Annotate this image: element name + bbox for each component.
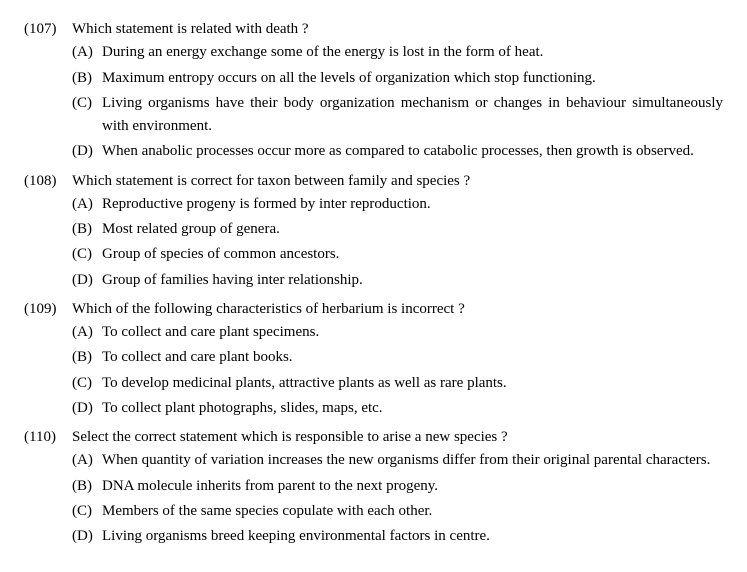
question-107: (107) Which statement is related with de…	[24, 18, 723, 164]
option-label: (C)	[72, 92, 102, 115]
question-row: (109) Which of the following characteris…	[24, 298, 723, 321]
option-text: During an energy exchange some of the en…	[102, 41, 723, 64]
question-number: (108)	[24, 170, 72, 193]
option-c: (C) Members of the same species copulate…	[72, 500, 723, 523]
option-label: (B)	[72, 218, 102, 241]
option-text: To collect and care plant books.	[102, 346, 723, 369]
option-text: Living organisms have their body organiz…	[102, 92, 723, 139]
question-stem: Which statement is related with death ?	[72, 18, 723, 41]
option-c: (C) To develop medicinal plants, attract…	[72, 372, 723, 395]
option-b: (B) To collect and care plant books.	[72, 346, 723, 369]
option-label: (C)	[72, 372, 102, 395]
question-row: (108) Which statement is correct for tax…	[24, 170, 723, 193]
option-label: (D)	[72, 397, 102, 420]
question-stem: Select the correct statement which is re…	[72, 426, 723, 449]
question-110: (110) Select the correct statement which…	[24, 426, 723, 548]
option-a: (A) During an energy exchange some of th…	[72, 41, 723, 64]
option-text: To collect and care plant specimens.	[102, 321, 723, 344]
option-label: (A)	[72, 321, 102, 344]
option-label: (A)	[72, 41, 102, 64]
option-label: (B)	[72, 475, 102, 498]
options-list: (A) During an energy exchange some of th…	[24, 41, 723, 163]
option-c: (C) Living organisms have their body org…	[72, 92, 723, 139]
option-label: (C)	[72, 500, 102, 523]
option-text: Group of families having inter relations…	[102, 269, 723, 292]
option-text: Living organisms breed keeping environme…	[102, 525, 723, 548]
option-label: (D)	[72, 269, 102, 292]
question-number: (109)	[24, 298, 72, 321]
option-text: Group of species of common ancestors.	[102, 243, 723, 266]
options-list: (A) Reproductive progeny is formed by in…	[24, 193, 723, 292]
option-b: (B) DNA molecule inherits from parent to…	[72, 475, 723, 498]
question-stem: Which of the following characteristics o…	[72, 298, 723, 321]
question-row: (107) Which statement is related with de…	[24, 18, 723, 41]
question-number: (107)	[24, 18, 72, 41]
option-a: (A) To collect and care plant specimens.	[72, 321, 723, 344]
option-d: (D) When anabolic processes occur more a…	[72, 140, 723, 163]
question-stem: Which statement is correct for taxon bet…	[72, 170, 723, 193]
option-label: (B)	[72, 67, 102, 90]
option-d: (D) Living organisms breed keeping envir…	[72, 525, 723, 548]
option-text: To collect plant photographs, slides, ma…	[102, 397, 723, 420]
option-text: DNA molecule inherits from parent to the…	[102, 475, 723, 498]
option-label: (A)	[72, 193, 102, 216]
question-number: (110)	[24, 426, 72, 449]
option-label: (A)	[72, 449, 102, 472]
option-label: (D)	[72, 140, 102, 163]
option-a: (A) Reproductive progeny is formed by in…	[72, 193, 723, 216]
option-d: (D) Group of families having inter relat…	[72, 269, 723, 292]
options-list: (A) To collect and care plant specimens.…	[24, 321, 723, 420]
question-row: (110) Select the correct statement which…	[24, 426, 723, 449]
option-label: (C)	[72, 243, 102, 266]
question-109: (109) Which of the following characteris…	[24, 298, 723, 420]
option-b: (B) Most related group of genera.	[72, 218, 723, 241]
option-text: To develop medicinal plants, attractive …	[102, 372, 723, 395]
option-label: (D)	[72, 525, 102, 548]
question-108: (108) Which statement is correct for tax…	[24, 170, 723, 292]
option-text: Maximum entropy occurs on all the levels…	[102, 67, 723, 90]
options-list: (A) When quantity of variation increases…	[24, 449, 723, 548]
option-text: When anabolic processes occur more as co…	[102, 140, 723, 163]
option-c: (C) Group of species of common ancestors…	[72, 243, 723, 266]
option-label: (B)	[72, 346, 102, 369]
option-a: (A) When quantity of variation increases…	[72, 449, 723, 472]
option-text: When quantity of variation increases the…	[102, 449, 723, 472]
option-d: (D) To collect plant photographs, slides…	[72, 397, 723, 420]
option-text: Most related group of genera.	[102, 218, 723, 241]
option-b: (B) Maximum entropy occurs on all the le…	[72, 67, 723, 90]
option-text: Members of the same species copulate wit…	[102, 500, 723, 523]
option-text: Reproductive progeny is formed by inter …	[102, 193, 723, 216]
